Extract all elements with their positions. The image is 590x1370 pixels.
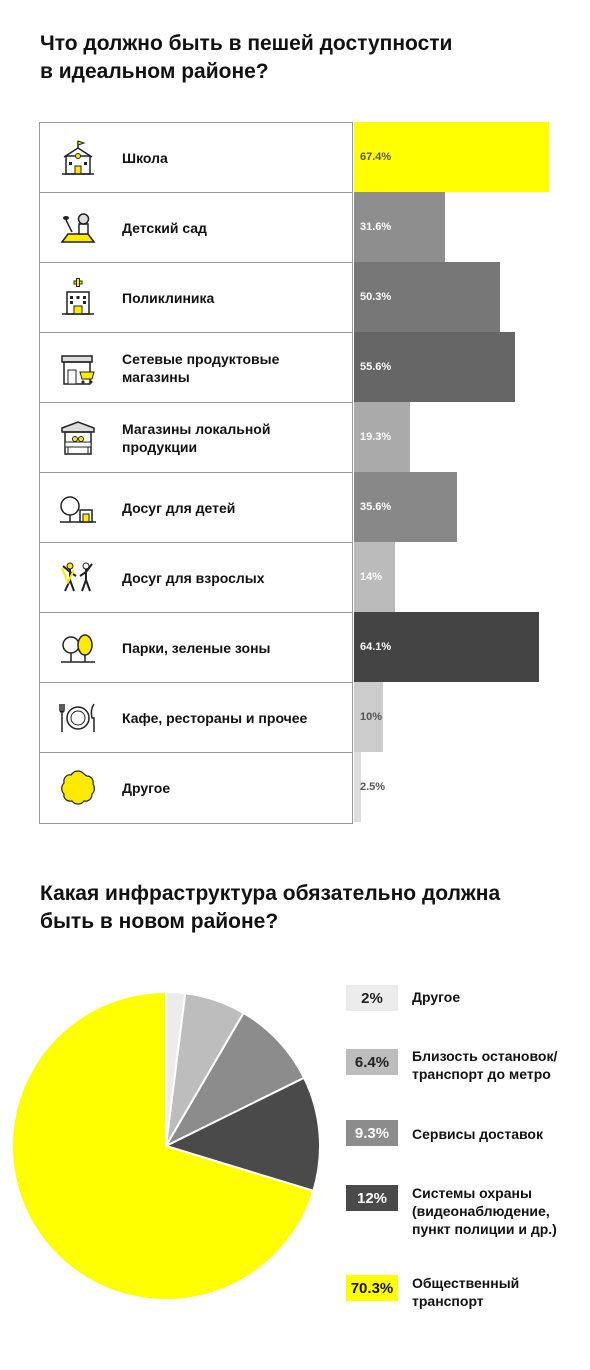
pie-slice xyxy=(11,990,315,1301)
table-row: Сетевые продуктовые магазины xyxy=(40,333,352,403)
table-row: Досуг для детей xyxy=(40,473,352,543)
pie-slice xyxy=(163,1011,306,1149)
table-row: Кафе, рестораны и прочее xyxy=(40,683,352,753)
category-label: Досуг для детей xyxy=(122,500,236,516)
bar xyxy=(354,612,540,682)
legend-value-swatch: 2% xyxy=(346,985,398,1011)
table-row: Школа xyxy=(40,123,352,193)
category-label: Детский сад xyxy=(122,220,207,236)
legend-label: Близость остановок/ транспорт до метро xyxy=(412,1048,558,1082)
legend-value-swatch: 70.3% xyxy=(346,1275,398,1301)
clinic-icon xyxy=(62,278,94,315)
bar-value-label: 35.6% xyxy=(360,501,392,513)
category-label: Школа xyxy=(122,150,168,166)
bar-chart-category-table: Школа Детский сад Поликлиника Сетевые проду… xyxy=(39,122,353,824)
park-icon xyxy=(61,634,95,663)
school-icon xyxy=(62,140,94,175)
pie-slice xyxy=(163,1076,321,1193)
bar xyxy=(354,682,383,752)
pie-chart-title: Какая инфраструктура обязательно должна … xyxy=(40,882,501,933)
bar-value-label: 64.1% xyxy=(360,641,392,653)
table-row: Магазины локальной продукции xyxy=(40,403,352,473)
table-row: Досуг для взрослых xyxy=(40,543,352,613)
legend-value-swatch: 12% xyxy=(346,1185,398,1211)
table-row: Поликлиника xyxy=(40,263,352,333)
kids-leisure-icon xyxy=(60,496,96,523)
legend-value-swatch: 9.3% xyxy=(346,1120,398,1146)
bar-value-label: 14% xyxy=(360,571,383,583)
grocery-store-icon xyxy=(61,355,95,385)
category-label: Поликлиника xyxy=(122,290,215,306)
legend-item: 9.3% Сервисы доставок xyxy=(346,985,586,1146)
bar xyxy=(354,402,410,472)
bar xyxy=(354,472,457,542)
category-label: Досуг для взрослых xyxy=(122,570,265,586)
category-label: Парки, зеленые зоны xyxy=(122,640,271,656)
category-label: Магазины локальной продукции xyxy=(122,421,271,455)
legend-label: Другое xyxy=(412,989,461,1005)
bar xyxy=(354,542,395,612)
bar-chart-bars: 67.4% 31.6% 50.3% 55.6% 19.3% 35.6% 14% 64.1% 10… xyxy=(354,122,584,824)
category-label: Кафе, рестораны и прочее xyxy=(122,710,308,726)
pie-chart xyxy=(11,990,321,1301)
bar-value-label: 2.5% xyxy=(360,781,386,793)
bar xyxy=(354,192,446,262)
legend-label: Сервисы доставок xyxy=(412,1126,543,1142)
bar xyxy=(354,122,549,192)
bar-value-label: 10% xyxy=(360,711,383,723)
legend-label: Системы охраны (видеонаблюдение, пункт п… xyxy=(412,1185,557,1237)
bar-value-label: 50.3% xyxy=(360,291,392,303)
legend-label: Общественный транспорт xyxy=(412,1275,520,1309)
bar xyxy=(354,752,362,822)
table-row: Детский сад xyxy=(40,193,352,263)
legend-item: 12% Системы охраны (видеонаблюдение, пунк… xyxy=(346,985,586,1237)
legend-item: 2% Другое xyxy=(346,985,586,1027)
legend-value-swatch: 6.4% xyxy=(346,1049,398,1075)
bar-value-label: 55.6% xyxy=(360,361,392,373)
bar-value-label: 19.3% xyxy=(360,431,392,443)
bar xyxy=(354,262,500,332)
local-market-icon xyxy=(61,421,95,455)
restaurant-icon xyxy=(59,703,95,732)
bar-value-label: 31.6% xyxy=(360,221,392,233)
legend-item: 70.3% Общественный транспорт xyxy=(346,985,586,1309)
pie-legend: 2% Другое 6.4% Близость остановок/ транспор… xyxy=(346,985,586,1315)
bar-value-label: 67.4% xyxy=(360,151,392,163)
table-row: Парки, зеленые зоны xyxy=(40,613,352,683)
category-label: Другое xyxy=(122,780,171,796)
legend-item: 6.4% Близость остановок/ транспорт до мет… xyxy=(346,985,586,1082)
table-row: Другое xyxy=(40,753,352,823)
category-label: Сетевые продуктовые магазины xyxy=(122,351,280,385)
other-icon xyxy=(61,770,95,805)
kindergarten-icon xyxy=(60,213,96,243)
adult-leisure-icon xyxy=(61,562,93,592)
bar xyxy=(354,332,515,402)
bar-chart-title: Что должно быть в пешей доступности в ид… xyxy=(40,32,453,83)
